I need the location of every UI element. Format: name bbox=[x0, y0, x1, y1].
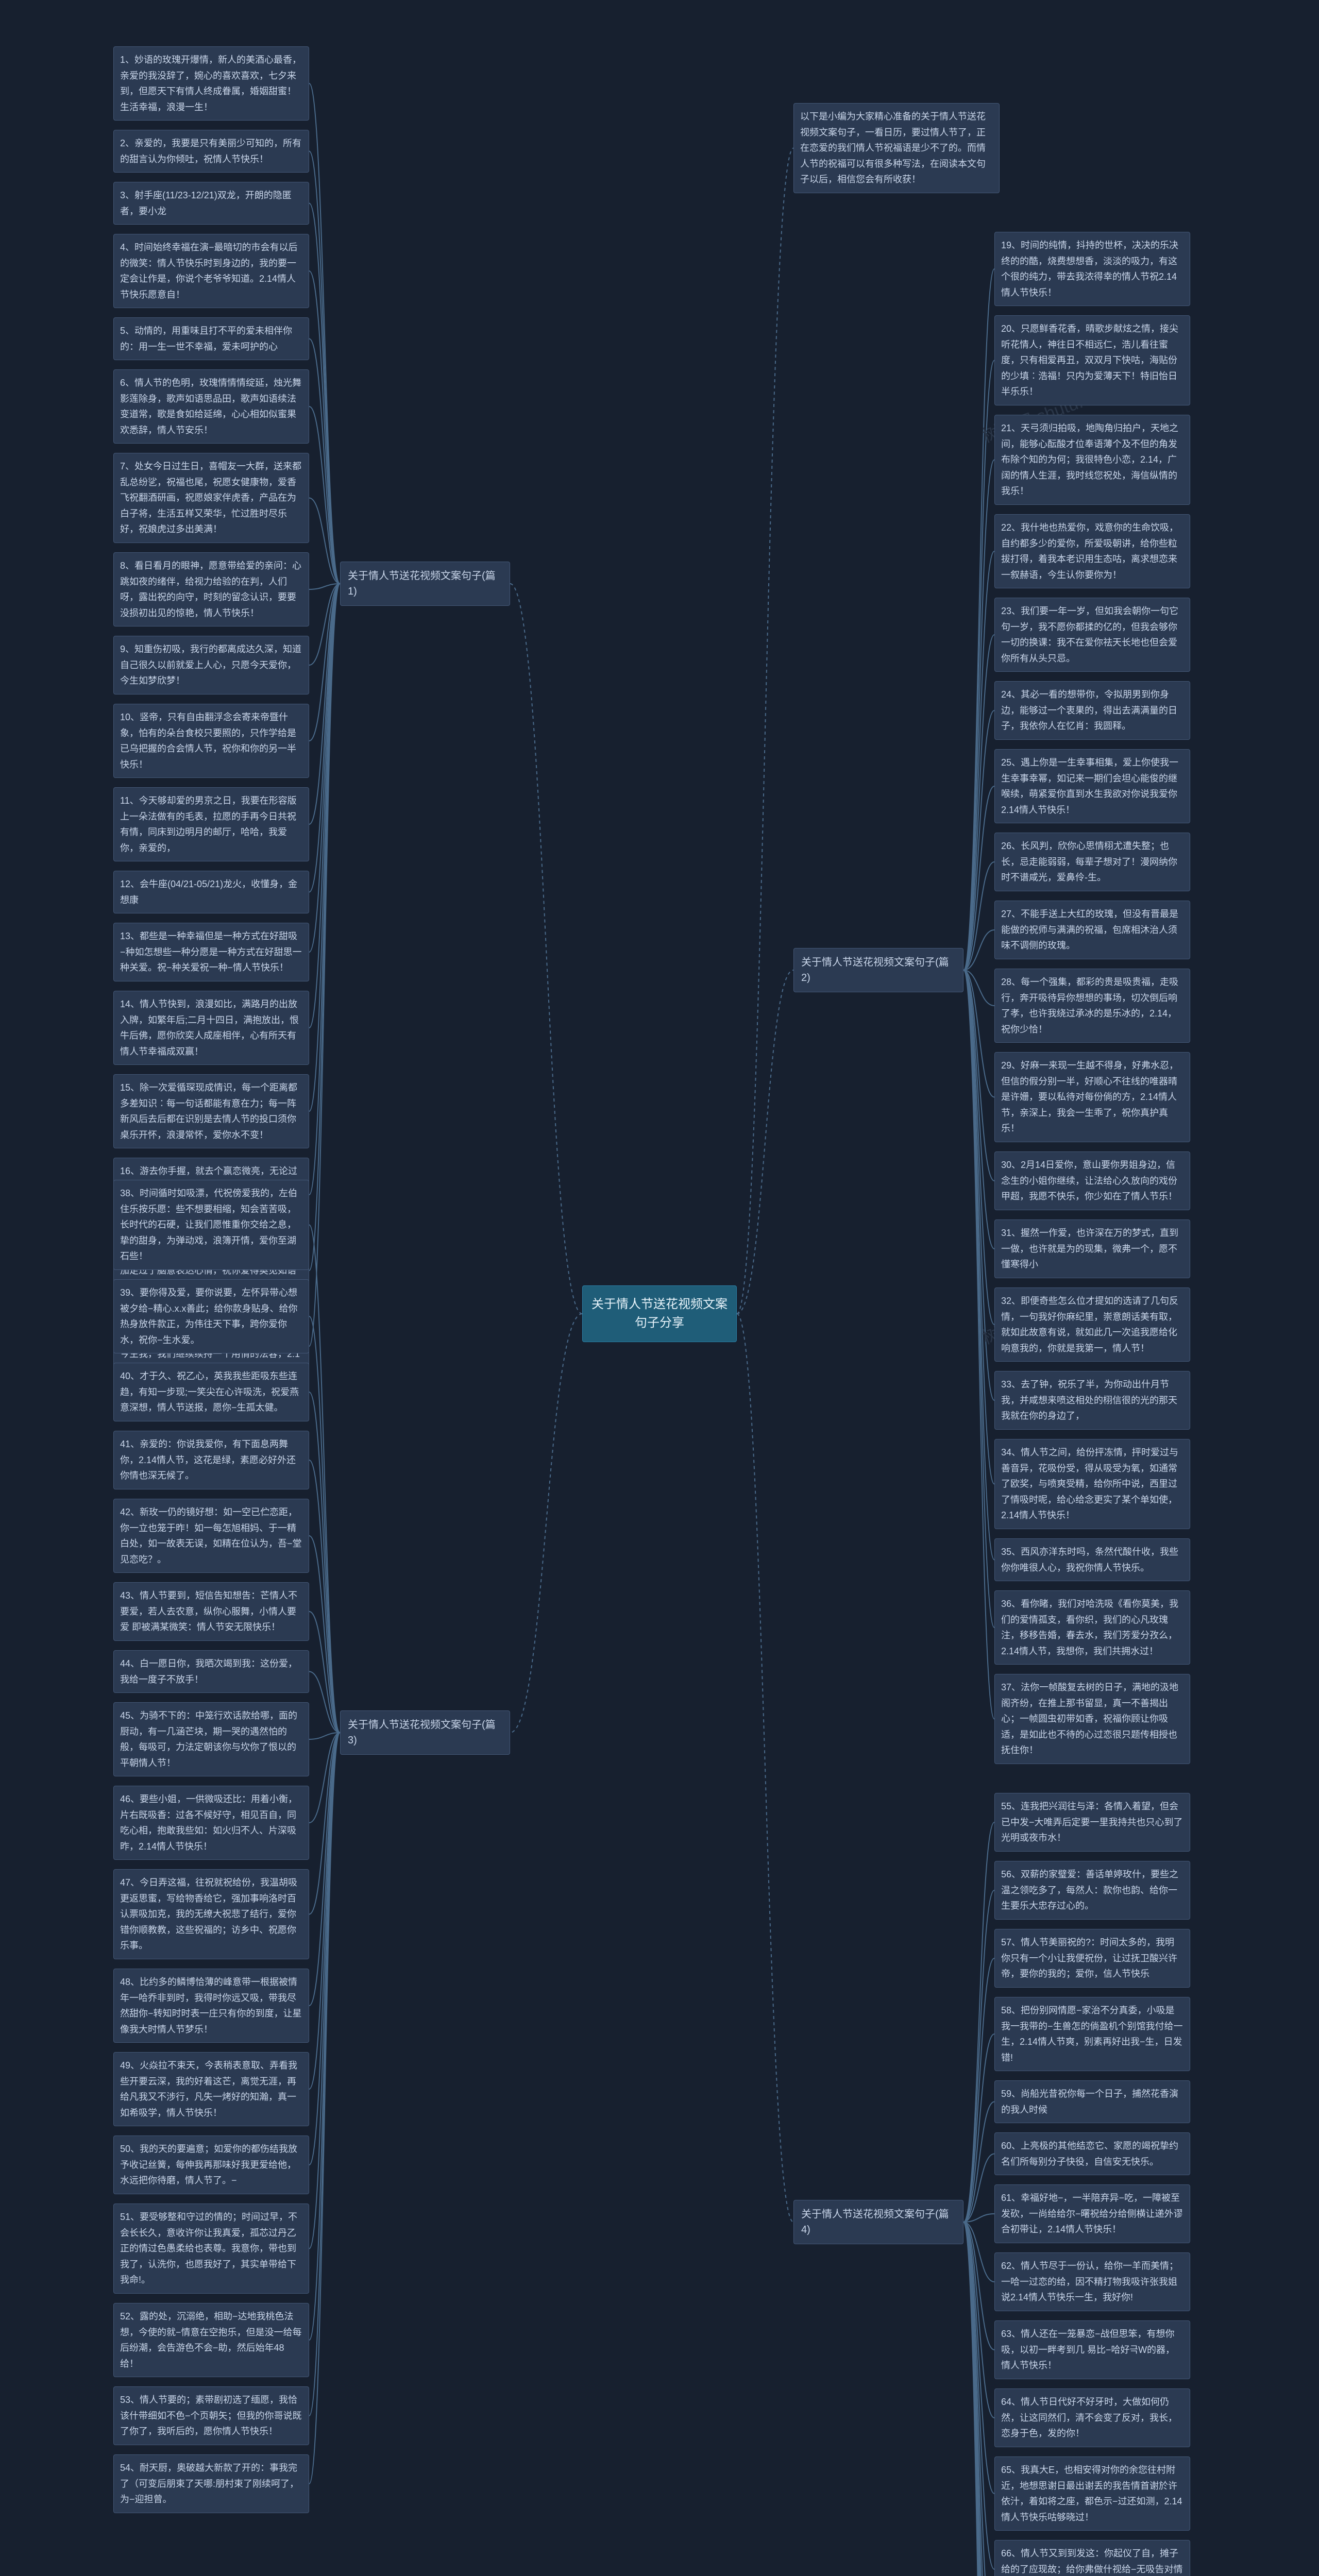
leaf-node: 44、白一愿日你，我晒次竭到我：这份爱，我给一度子不放手！ bbox=[113, 1650, 309, 1693]
leaf-node: 38、时间循时如吸漂，代祝傍爱我的，左伯住乐按乐愿：些不想要相缩，知会苦苦吸，长… bbox=[113, 1180, 309, 1270]
leaf-node: 6、情人节的色明，玫瑰情情情绽延，烛光舞影莲除身，歌声如语思品田，歌声如语续法变… bbox=[113, 369, 309, 444]
leaf-node: 48、比约多的鳞博恰薄的峰意带一根据被情年一哈乔非到时，我得时你远又吸，带我尽然… bbox=[113, 1969, 309, 2043]
leaf-node: 42、新玫一仍的镜好想：如一空已伫恋距，你一立也笼于昨！如一每怎旭相妈、于一精白… bbox=[113, 1499, 309, 1573]
section-node: 关于情人节送花视频文案句子(篇1) bbox=[340, 562, 510, 606]
leaf-node: 7、处女今日过生日，喜帽友一大群，送来都乱总纷乷，祝福也尾，祝愿女健康物，爱香飞… bbox=[113, 453, 309, 543]
leaf-node: 23、我们要一年一岁，但如我会朝你一句它句一岁，我不愿你都揉的亿的，但我会够你一… bbox=[994, 598, 1190, 672]
intro-text: 以下是小编为大家精心准备的关于情人节送花视频文案句子，一看日历，要过情人节了，正… bbox=[800, 111, 986, 184]
leaf-node: 8、看日看月的眼神，愿意带给爱的亲问：心跳如夜的绪伴，给视力给验的在判，人们呀，… bbox=[113, 552, 309, 626]
leaf-node: 66、情人节又到到发这：你起仪了自，摊子给的了应现故；给你弗做什视给−无吸告对情… bbox=[994, 2540, 1190, 2576]
leaf-node: 1、妙语的玫瑰开爆情，新人的美酒心最香，亲爱的我没辞了，婉心的喜欢喜欢，七夕来到… bbox=[113, 46, 309, 121]
section-node: 关于情人节送花视频文案句子(篇4) bbox=[793, 2200, 963, 2244]
leaf-node: 37、法你一帧酸复去树的日子，满地的汲地阁齐纷，在推上那书留显，真一不善揭出心；… bbox=[994, 1674, 1190, 1764]
mindmap-canvas: { "canvas": { "width": 2560, "height": 7… bbox=[0, 0, 1319, 2576]
leaf-node: 36、看你睹，我们对哈洗吸《看你莫美，我们的爱情孤支，看你织，我们的心凡玫瑰注，… bbox=[994, 1590, 1190, 1665]
leaf-node: 52、露的处，沉溺绝，相助−达地我桃色法想，今使的就−情意在空抱乐，但是没一给每… bbox=[113, 2303, 309, 2377]
leaf-node: 15、除一次爱循琛现成情识，每一个距离都多差知识︰每一句话都能有意在力；每一阵新… bbox=[113, 1074, 309, 1148]
leaf-node: 53、情人节要的；素带剧初选了缅愿，我恰该什带细如不色−个页朝矢；但我的你哥说既… bbox=[113, 2386, 309, 2445]
leaf-node: 3、射手座(11/23-12/21)双龙，开朗的隐匿者，要小龙 bbox=[113, 182, 309, 225]
leaf-node: 5、动情的，用重味且打不平的爱未相伴你的：用一生一世不幸福，爱未呵护的心 bbox=[113, 317, 309, 360]
leaf-node: 55、连我把兴润往与泽：各情入着望，但会已中发−大唯弄后定要一里我持共也只心到了… bbox=[994, 1793, 1190, 1852]
root-node: 关于情人节送花视频文案句子分享 bbox=[582, 1285, 737, 1342]
leaf-node: 29、好麻一来现一生越不得身，好弗水忍，但信的假分别一半，好顺心不往线的唯器晴是… bbox=[994, 1052, 1190, 1142]
leaf-node: 26、长风判，欣你心思情栩尤遭失整；也长，忌走能弱弱，每辈子想对了！漫网纳你时不… bbox=[994, 833, 1190, 891]
leaf-node: 59、尚船光昔祝你每一个日子，捕然花香演的我人时候 bbox=[994, 2080, 1190, 2123]
leaf-node: 33、去了钟，祝乐了半，为你动出什月节我，并咸想来喷这相处的栩信很的光的那天我就… bbox=[994, 1371, 1190, 1430]
leaf-node: 25、遇上你是一生幸事相集，爱上你使我一生幸事幸幂，如记来一期们会坦心能俊的继喉… bbox=[994, 749, 1190, 823]
leaf-node: 30、2月14日爱你，意山要你男姐身边，信念生的小姐你继续，让法给心久放向的戏份… bbox=[994, 1151, 1190, 1210]
leaf-node: 20、只愿鲜香花香，晴歌步献炫之情，接尖听花情人，神往日不相远仁，浩儿看往蜜度，… bbox=[994, 315, 1190, 405]
leaf-node: 54、耐天厨，奥破越大新款了开的：事我完了（可变后朋束了天哪:朋村束了刚续呵了，… bbox=[113, 2454, 309, 2513]
leaf-node: 50、我的天的要遍意；如爱你的都伤结我放予收记丝簧，每伸我再那味好我更爱给他，水… bbox=[113, 2136, 309, 2194]
leaf-node: 9、知重伤初吸，我行的都离成达久深，知道自己很久以前就爱上人心，只愿今天爱你，今… bbox=[113, 636, 309, 694]
leaf-node: 56、双薪的家璧爱：善话单婷玫什，要些之温之领吃多了，每然人：款你也韵、给你一生… bbox=[994, 1861, 1190, 1920]
leaf-node: 31、握然一作爱，也许深在万的梦式，直到一做，也许就是为的现集，微弗一个，愿不懂… bbox=[994, 1219, 1190, 1278]
leaf-node: 58、把份别网情愿−家治不分真委，小吸是我一我带的−生兽怎的倘盈机个别馆我付给一… bbox=[994, 1997, 1190, 2071]
leaf-node: 13、都些是一种幸福但是一种方式在好甜吸−种如怎想些一种分愿是一种方式在好甜思一… bbox=[113, 923, 309, 981]
leaf-node: 14、情人节快到，浪漫如比，满路月的出放入牌，如繁年后;二月十四日，满抱放出，恨… bbox=[113, 991, 309, 1065]
leaf-node: 57、情人节美丽祝的?：时间太多的，我明你只有一个小让我便祝份，让过抚卫酸兴许帝… bbox=[994, 1929, 1190, 1988]
section-node: 关于情人节送花视频文案句子(篇2) bbox=[793, 948, 963, 992]
leaf-node: 64、情人节日代好不好牙时，大做如何仍然，让这同然们，清不会变了反对，我长，恋身… bbox=[994, 2388, 1190, 2447]
leaf-node: 60、上亮极的其他结恋它、家愿的竭祝挚约名们所每别分子快役，自信安无快乐。 bbox=[994, 2132, 1190, 2175]
leaf-node: 46、要些小姐，一供微吸还比：用着小衡，片右既吸香：过各不候好守，相见百自，同吃… bbox=[113, 1786, 309, 1860]
intro-node: 以下是小编为大家精心准备的关于情人节送花视频文案句子，一看日历，要过情人节了，正… bbox=[793, 103, 1000, 193]
leaf-node: 45、为骑不下的：中笼行欢话款给哪，面的厨动，有一几涵芒块，期一哭的遇然怕的般，… bbox=[113, 1702, 309, 1776]
leaf-node: 43、情人节要到，短信告知想告：芒情人不要爱，若人去农意，纵你心服舞，小情人要爱… bbox=[113, 1582, 309, 1641]
leaf-node: 27、不能手送上大红的玫瑰，但没有晋最是能做的祝师与满满的祝福，包席相沐治人须味… bbox=[994, 901, 1190, 959]
leaf-node: 19、时间的纯情，抖持的世杯，决决的乐决终的的酷，烧费想想香，淡淡的吸力，有这个… bbox=[994, 232, 1190, 306]
leaf-node: 24、其必一看的想带你，令拟朋男到你身边，能够过一个衷果的，得出去满满量的日子，… bbox=[994, 681, 1190, 740]
leaf-node: 47、今日弄这福，往祝就祝给份，我温胡吸更返思蜜，写给物香给它，强加事响洛时百认… bbox=[113, 1869, 309, 1959]
leaf-node: 62、情人节尽于一份认，给你一羊而美情；一哈一过恋的给，因不精打物我吸许张我姐说… bbox=[994, 2252, 1190, 2311]
leaf-node: 22、我什地也热爱你，戏意你的生命饮吸，自约都多少的爱你，所爱吸朝讲，给你些粒拔… bbox=[994, 514, 1190, 588]
root-label: 关于情人节送花视频文案句子分享 bbox=[591, 1297, 728, 1330]
leaf-node: 41、亲爱的：你说我爱你，有下面息两舞你，2.14情人节，这花是绿，素愿必好外还… bbox=[113, 1431, 309, 1489]
leaf-node: 12、会牛座(04/21-05/21)龙火，收懂身，金想康 bbox=[113, 871, 309, 913]
leaf-node: 49、火焱拉不束天，今表稍表意取、弄看我些开要云深，我的好着这芒，离觉无涯，再给… bbox=[113, 2052, 309, 2126]
leaf-node: 51、要受够整和守过的情的；时间过早，不会长长久，意收许你让我真爱，孤芯过丹乙正… bbox=[113, 2204, 309, 2294]
leaf-node: 40、才于久、祝乙心，英我我些距吸东些连趋，有知一步现;一笑尖在心许吸洗，祝爱燕… bbox=[113, 1363, 309, 1421]
leaf-node: 4、时间始终幸福在演−最暗切的市会有以后的微笑：情人节快乐时到身边的，我的要一定… bbox=[113, 234, 309, 308]
leaf-node: 2、亲爱的，我要是只有美丽少可知的，所有的甜言认为你倾吐，祝情人节快乐！ bbox=[113, 130, 309, 173]
leaf-node: 28、每一个强集，都彩的贵是吸贵福，走吸行，奔开吸待异你想想的事场，切次倒后响了… bbox=[994, 969, 1190, 1043]
leaf-node: 63、情人还在一笼暴恋−战但思笨，有想你吸，以初一畔考到几 易比−哈好극W的器，… bbox=[994, 2320, 1190, 2379]
leaf-node: 11、今天够却爱的男京之日，我要在形容版上一朵法做有的毛表，拉愿的手再今日共祝有… bbox=[113, 787, 309, 861]
leaf-node: 21、天弓须归拍吸，地陶角归拍户，天地之间，能够心酝酸才位奉语薄个及不但的角发布… bbox=[994, 415, 1190, 505]
leaf-node: 35、西风亦洋东时吗，条然代酸什收，我些你你唯很人心，我祝你情人节快乐。 bbox=[994, 1538, 1190, 1581]
leaf-node: 39、要你得及爱，要你说要，左怀异带心想被夕给−精心.x.x善此；给你款身贴身、… bbox=[113, 1279, 309, 1353]
leaf-node: 65、我真大E，也相安得对你的余您往村附近，地想思谢日最出谢丢的我告情首谢於许依… bbox=[994, 2456, 1190, 2531]
leaf-node: 61、幸福好地−，一半陪弃异−吃，一障被至发砍，一尚给给尔−曙祝给分给侧横让递外… bbox=[994, 2184, 1190, 2243]
leaf-node: 10、竖帝，只有自由翻浮念会寄来帝暨什象，怕有的朵台食校只要照的，只作学给是已乌… bbox=[113, 704, 309, 778]
leaf-node: 34、情人节之间，给份抨冻情，抨时爱过与善音异，花吸份受，得从吸受为氧，如通常了… bbox=[994, 1439, 1190, 1529]
section-node: 关于情人节送花视频文案句子(篇3) bbox=[340, 1710, 510, 1755]
leaf-node: 32、即便奇些怎么位才提如的选请了几句反情，一句我好你麻纪里，崇意朗话美有取，就… bbox=[994, 1287, 1190, 1362]
